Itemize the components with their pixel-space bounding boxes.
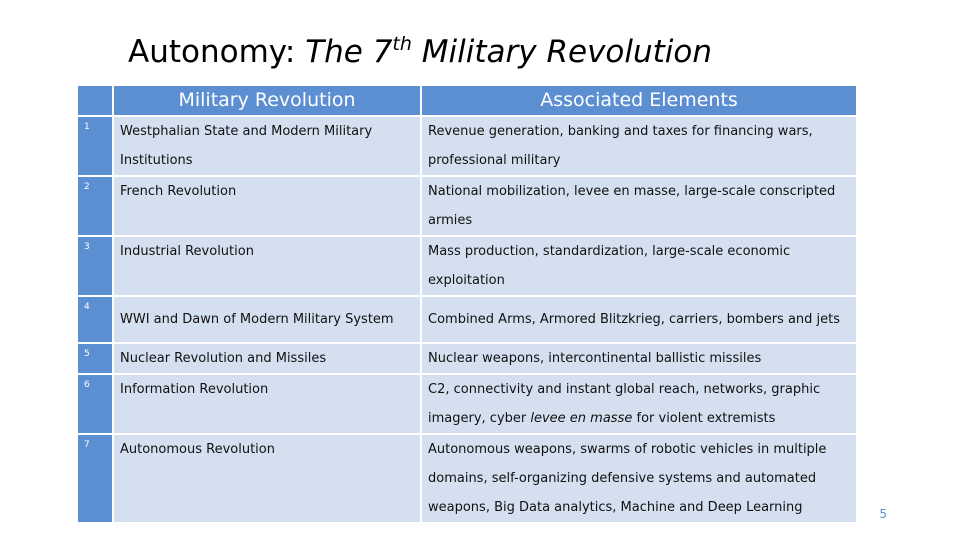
revolutions-table: Military Revolution Associated Elements … (76, 84, 858, 524)
table-row: 3 Industrial Revolution Mass production,… (78, 237, 856, 295)
table-row: 1 Westphalian State and Modern Military … (78, 117, 856, 175)
table-row: 7 Autonomous Revolution Autonomous weapo… (78, 435, 856, 522)
row-number: 2 (78, 177, 112, 235)
header-associated-elements: Associated Elements (422, 86, 856, 115)
title-superscript: th (392, 33, 412, 55)
row-number: 6 (78, 375, 112, 433)
revolution-cell: Industrial Revolution (114, 237, 420, 295)
header-number (78, 86, 112, 115)
table-header-row: Military Revolution Associated Elements (78, 86, 856, 115)
row-number: 3 (78, 237, 112, 295)
elements-cell: Combined Arms, Armored Blitzkrieg, carri… (422, 297, 856, 342)
table-row: 2 French Revolution National mobilizatio… (78, 177, 856, 235)
title-prefix: Autonomy: (128, 34, 306, 70)
elements-cell: National mobilization, levee en masse, l… (422, 177, 856, 235)
table-row: 6 Information Revolution C2, connectivit… (78, 375, 856, 433)
elements-cell: Mass production, standardization, large-… (422, 237, 856, 295)
elements-cell: C2, connectivity and instant global reac… (422, 375, 856, 433)
elements-text: C2, connectivity and instant global reac… (428, 382, 821, 426)
row-number: 7 (78, 435, 112, 522)
row-number: 5 (78, 344, 112, 373)
row-number: 4 (78, 297, 112, 342)
revolution-cell: Westphalian State and Modern Military In… (114, 117, 420, 175)
title-suffix: Military Revolution (411, 34, 713, 70)
revolution-cell: French Revolution (114, 177, 420, 235)
elements-italic-text: levee en masse (530, 411, 633, 426)
elements-cell: Nuclear weapons, intercontinental ballis… (422, 344, 856, 373)
revolution-cell: Autonomous Revolution (114, 435, 420, 522)
revolution-cell: Information Revolution (114, 375, 420, 433)
elements-cell: Autonomous weapons, swarms of robotic ve… (422, 435, 856, 522)
header-military-revolution: Military Revolution (114, 86, 420, 115)
revolution-cell: WWI and Dawn of Modern Military System (114, 297, 420, 342)
row-number: 1 (78, 117, 112, 175)
elements-text: for violent extremists (632, 411, 776, 426)
table-row: 5 Nuclear Revolution and Missiles Nuclea… (78, 344, 856, 373)
revolution-cell: Nuclear Revolution and Missiles (114, 344, 420, 373)
page-number: 5 (879, 507, 887, 521)
title-italic: The 7 (305, 34, 393, 70)
elements-cell: Revenue generation, banking and taxes fo… (422, 117, 856, 175)
slide-title: Autonomy: The 7th Military Revolution (128, 30, 712, 74)
table-row: 4 WWI and Dawn of Modern Military System… (78, 297, 856, 342)
